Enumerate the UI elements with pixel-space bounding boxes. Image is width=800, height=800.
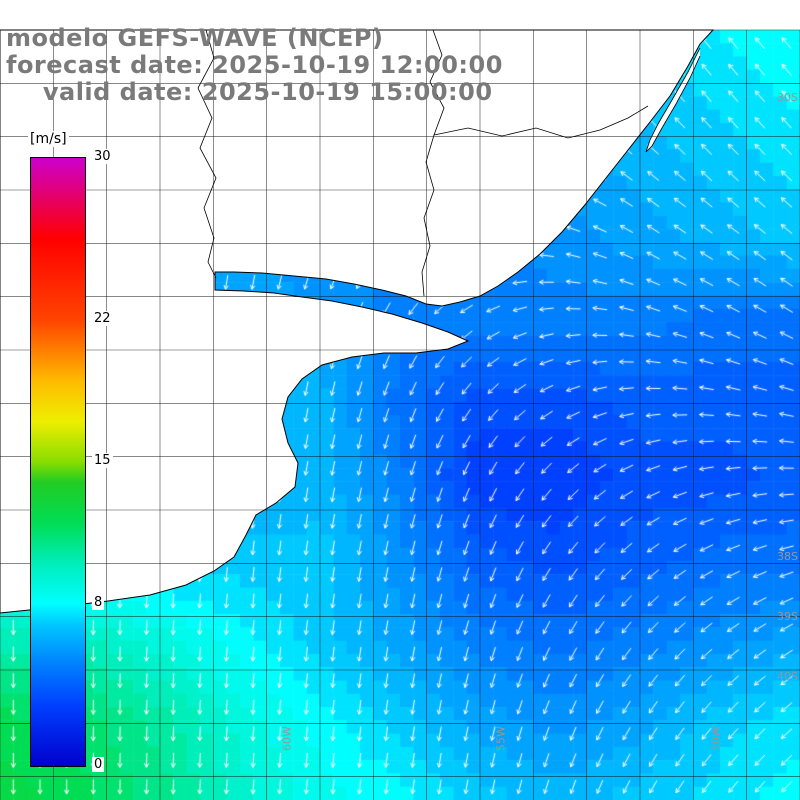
- border-line: [197, 29, 217, 279]
- land-coastline: [0, 29, 715, 614]
- border-line: [433, 105, 649, 139]
- border-line: [421, 29, 445, 297]
- lagoon-outline: [645, 47, 701, 153]
